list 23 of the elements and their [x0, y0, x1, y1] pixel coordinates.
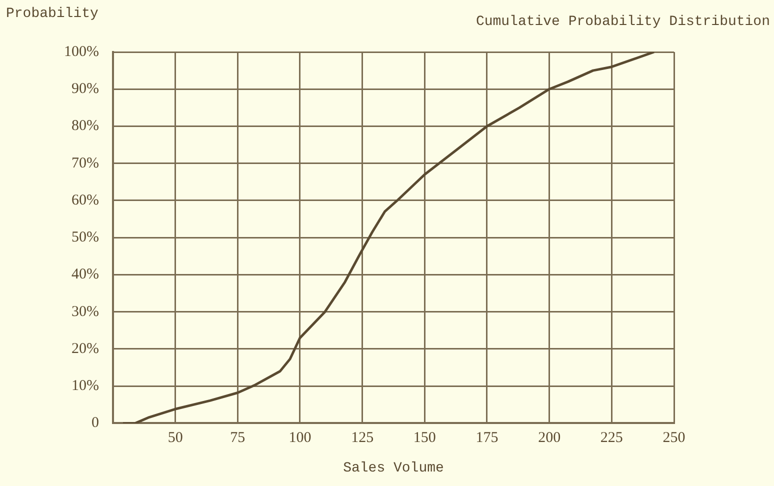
y-axis-title: Probability: [6, 6, 98, 22]
x-tick-label: 100: [288, 430, 312, 446]
y-tick-label: 80%: [71, 118, 99, 134]
x-tick-label: 150: [413, 430, 436, 446]
y-tick-label: 20%: [71, 340, 99, 357]
x-tick-label: 225: [600, 430, 623, 446]
y-tick-label: 100%: [64, 44, 99, 60]
y-tick-label: 10%: [71, 378, 99, 394]
y-tick-label: 60%: [71, 192, 99, 208]
x-tick-label: 50: [168, 430, 183, 446]
y-tick-label: 0: [91, 415, 99, 432]
x-axis-title: Sales Volume: [343, 460, 444, 476]
x-tick-label: 175: [476, 430, 498, 446]
x-tick-label: 125: [351, 430, 374, 446]
chart-title: Cumulative Probability Distribution: [476, 14, 770, 30]
y-tick-label: 40%: [71, 266, 99, 283]
y-tick-label: 50%: [71, 230, 99, 246]
y-tick-label: 30%: [71, 304, 99, 320]
x-tick-label: 250: [662, 430, 686, 446]
y-tick-label: 70%: [71, 155, 99, 172]
y-tick-label: 90%: [71, 81, 99, 98]
x-tick-label: 75: [230, 430, 246, 446]
x-tick-label: 200: [538, 430, 561, 446]
